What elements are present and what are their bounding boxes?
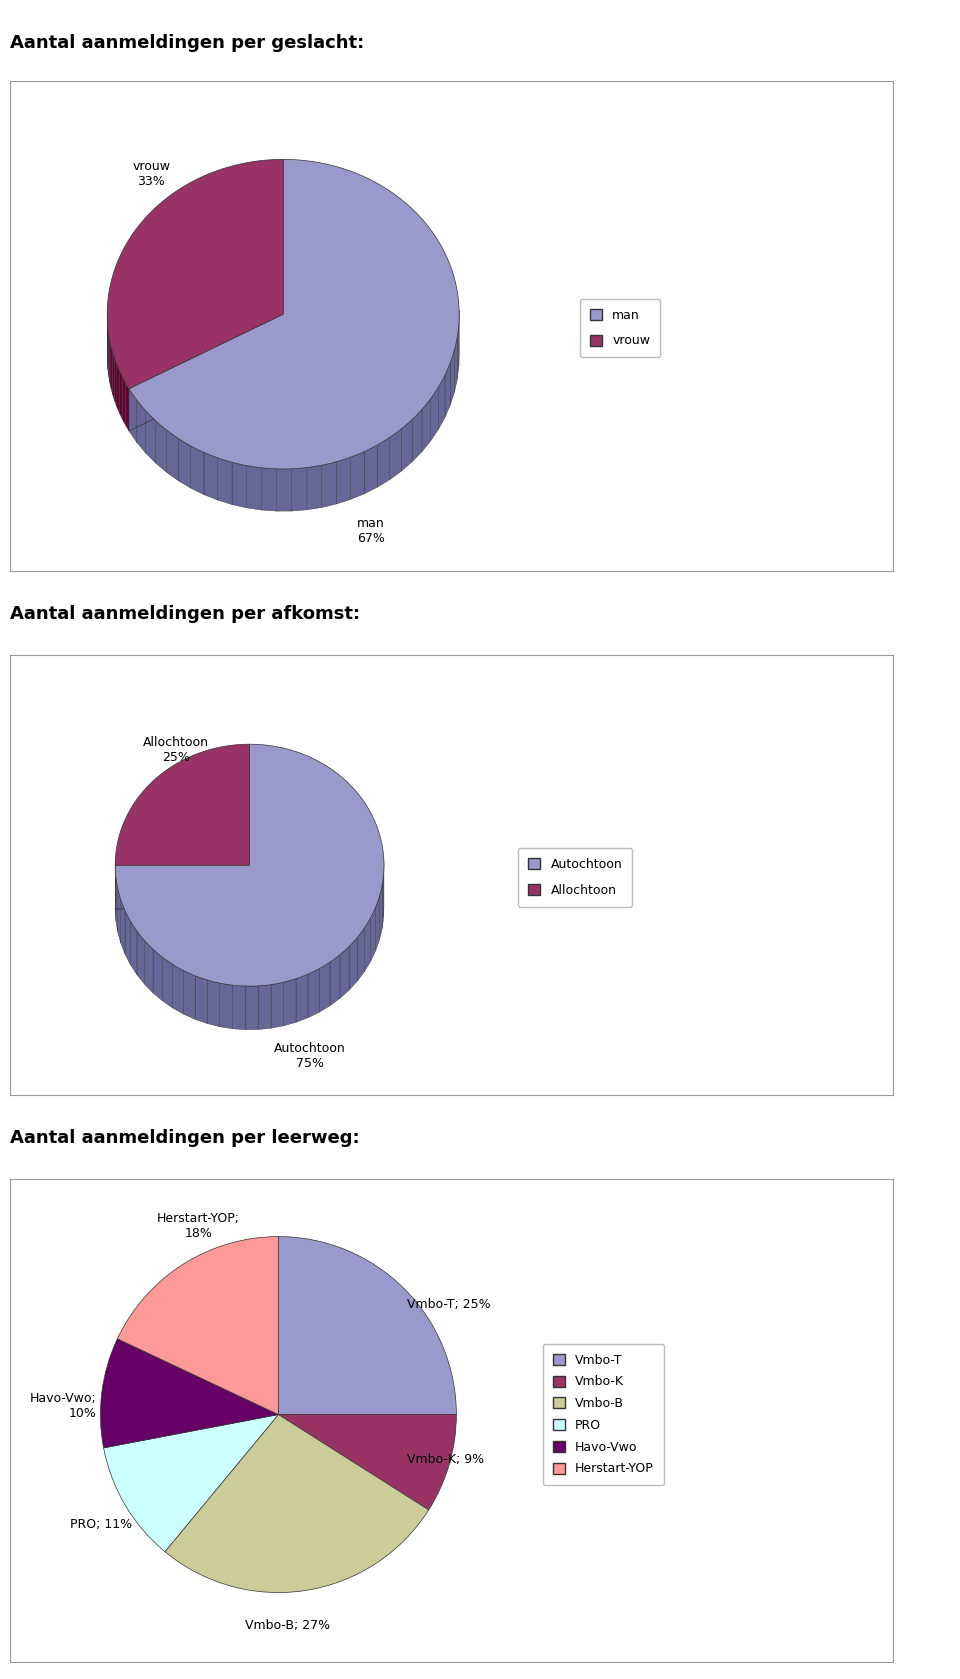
Polygon shape (153, 949, 162, 1001)
Polygon shape (232, 986, 246, 1029)
Polygon shape (375, 897, 379, 950)
Text: PRO; 11%: PRO; 11% (70, 1518, 132, 1531)
Polygon shape (137, 400, 146, 453)
Polygon shape (126, 383, 129, 432)
Polygon shape (232, 462, 247, 507)
Text: Aantal aanmeldingen per leerweg:: Aantal aanmeldingen per leerweg: (10, 1128, 359, 1147)
Text: Vmbo-T; 25%: Vmbo-T; 25% (406, 1298, 491, 1311)
Polygon shape (296, 974, 308, 1023)
Polygon shape (122, 378, 126, 425)
Polygon shape (379, 885, 382, 940)
Polygon shape (320, 962, 330, 1012)
Text: Vmbo-K; 9%: Vmbo-K; 9% (406, 1452, 484, 1466)
Polygon shape (173, 964, 183, 1014)
Legend: Vmbo-T, Vmbo-K, Vmbo-B, PRO, Havo-Vwo, Herstart-YOP: Vmbo-T, Vmbo-K, Vmbo-B, PRO, Havo-Vwo, H… (542, 1343, 664, 1486)
Polygon shape (340, 947, 349, 999)
Polygon shape (308, 969, 320, 1017)
Polygon shape (179, 438, 191, 489)
Polygon shape (336, 457, 350, 504)
Polygon shape (364, 445, 377, 494)
Polygon shape (350, 452, 364, 499)
Polygon shape (118, 888, 121, 944)
Polygon shape (322, 462, 336, 507)
Polygon shape (114, 359, 117, 406)
Polygon shape (307, 465, 322, 510)
Polygon shape (276, 468, 292, 510)
Polygon shape (108, 332, 109, 381)
Polygon shape (330, 955, 340, 1006)
Polygon shape (439, 374, 444, 430)
Polygon shape (115, 744, 384, 986)
Wedge shape (165, 1414, 429, 1592)
Polygon shape (112, 353, 114, 401)
Polygon shape (191, 447, 204, 495)
Legend: man, vrouw: man, vrouw (580, 299, 660, 358)
Polygon shape (117, 364, 119, 413)
Wedge shape (101, 1338, 278, 1447)
Polygon shape (109, 339, 111, 388)
Polygon shape (131, 922, 137, 975)
Polygon shape (129, 390, 137, 442)
Polygon shape (431, 388, 439, 442)
Polygon shape (390, 428, 401, 480)
Wedge shape (278, 1414, 456, 1509)
Polygon shape (111, 346, 112, 395)
Polygon shape (108, 160, 283, 390)
Polygon shape (156, 421, 166, 472)
Polygon shape (371, 907, 375, 962)
Polygon shape (412, 410, 422, 462)
Polygon shape (271, 982, 284, 1028)
Polygon shape (450, 349, 454, 405)
Polygon shape (284, 979, 296, 1026)
Polygon shape (246, 986, 258, 1029)
Text: Vmbo-B; 27%: Vmbo-B; 27% (245, 1619, 330, 1632)
Text: Allochtoon
25%: Allochtoon 25% (143, 735, 208, 764)
Polygon shape (218, 458, 232, 504)
Wedge shape (104, 1414, 278, 1551)
Polygon shape (365, 918, 371, 972)
Polygon shape (401, 420, 412, 472)
Polygon shape (382, 873, 384, 928)
Text: Herstart-YOP;
18%: Herstart-YOP; 18% (156, 1212, 240, 1241)
Text: vrouw
33%: vrouw 33% (132, 160, 170, 188)
Polygon shape (258, 984, 271, 1029)
Wedge shape (278, 1236, 456, 1414)
Polygon shape (166, 430, 179, 480)
Text: man
67%: man 67% (357, 517, 385, 546)
Polygon shape (116, 876, 118, 932)
Polygon shape (137, 932, 145, 984)
Polygon shape (125, 910, 131, 965)
Polygon shape (454, 337, 457, 393)
Polygon shape (422, 398, 431, 452)
Polygon shape (119, 371, 122, 420)
Polygon shape (115, 744, 250, 865)
Polygon shape (357, 928, 365, 981)
Polygon shape (146, 411, 156, 463)
Wedge shape (117, 1236, 278, 1414)
Text: Havo-Vwo;
10%: Havo-Vwo; 10% (30, 1392, 97, 1420)
Polygon shape (183, 970, 195, 1019)
Polygon shape (195, 975, 207, 1024)
Polygon shape (349, 937, 357, 991)
Polygon shape (444, 363, 450, 418)
Polygon shape (377, 438, 390, 487)
Polygon shape (261, 468, 276, 510)
Polygon shape (207, 981, 220, 1026)
Polygon shape (247, 465, 261, 510)
Text: Autochtoon
75%: Autochtoon 75% (275, 1041, 346, 1070)
Polygon shape (121, 900, 125, 954)
Polygon shape (204, 452, 218, 500)
Polygon shape (457, 324, 459, 379)
Polygon shape (162, 957, 173, 1007)
Legend: Autochtoon, Allochtoon: Autochtoon, Allochtoon (518, 848, 633, 907)
Polygon shape (145, 940, 153, 992)
Text: Aantal aanmeldingen per afkomst:: Aantal aanmeldingen per afkomst: (10, 604, 360, 623)
Polygon shape (220, 984, 232, 1029)
Text: Aantal aanmeldingen per geslacht:: Aantal aanmeldingen per geslacht: (10, 34, 364, 52)
Polygon shape (292, 467, 307, 510)
Polygon shape (129, 160, 459, 468)
